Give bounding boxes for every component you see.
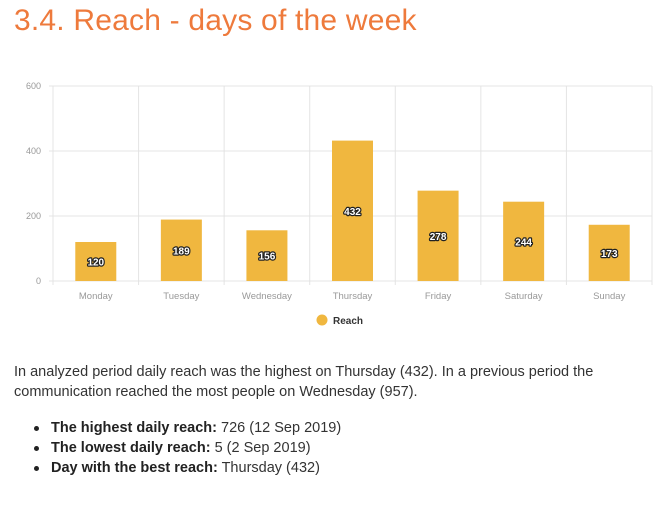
data-label: 432 [344,207,361,218]
legend-label: Reach [333,316,363,327]
data-label: 156 [259,252,276,263]
bar-tuesday [160,219,202,281]
fact-value: Thursday (432) [221,460,320,476]
data-label: 173 [601,249,618,260]
y-tick-label: 0 [36,276,41,286]
bar-saturday [503,201,545,281]
data-label: 120 [87,258,104,269]
bar-friday [417,190,459,281]
legend-swatch [316,314,328,326]
y-tick-label: 400 [26,146,41,156]
y-tick-label: 200 [26,211,41,221]
fact-value: 5 (2 Sep 2019) [214,440,311,456]
bar-wednesday [246,230,288,281]
fact-highest-daily-reach: The highest daily reach: 726 (12 Sep 201… [34,418,341,438]
fact-label: The lowest daily reach: [51,440,211,456]
x-tick-label: Wednesday [242,291,292,302]
data-label: 278 [430,232,447,243]
reach-bar-chart: 0 200 400 600 120 Monday 189 Tuesday 156 Wednesd… [26,81,653,327]
fact-label: Day with the best reach: [51,460,218,476]
x-tick-label: Monday [79,291,113,302]
bar-sunday [588,224,630,281]
data-label: 244 [515,237,532,248]
y-tick-label: 600 [26,81,41,91]
x-tick-label: Thursday [333,291,373,302]
bar-thursday [332,140,373,281]
fact-lowest-daily-reach: The lowest daily reach: 5 (2 Sep 2019) [34,438,341,458]
facts-list: The highest daily reach: 726 (12 Sep 201… [34,418,341,478]
x-tick-label: Tuesday [163,291,199,302]
fact-best-reach-day: Day with the best reach: Thursday (432) [34,458,341,478]
x-tick-label: Friday [425,291,452,302]
summary-text: In analyzed period daily reach was the h… [14,364,594,400]
bar-monday [75,242,117,281]
fact-value: 726 (12 Sep 2019) [221,420,342,436]
page-title: 3.4. Reach - days of the week [14,4,417,37]
fact-label: The highest daily reach: [51,420,217,436]
x-tick-label: Sunday [593,291,625,302]
x-tick-label: Saturday [505,291,543,302]
data-label: 189 [173,246,190,257]
